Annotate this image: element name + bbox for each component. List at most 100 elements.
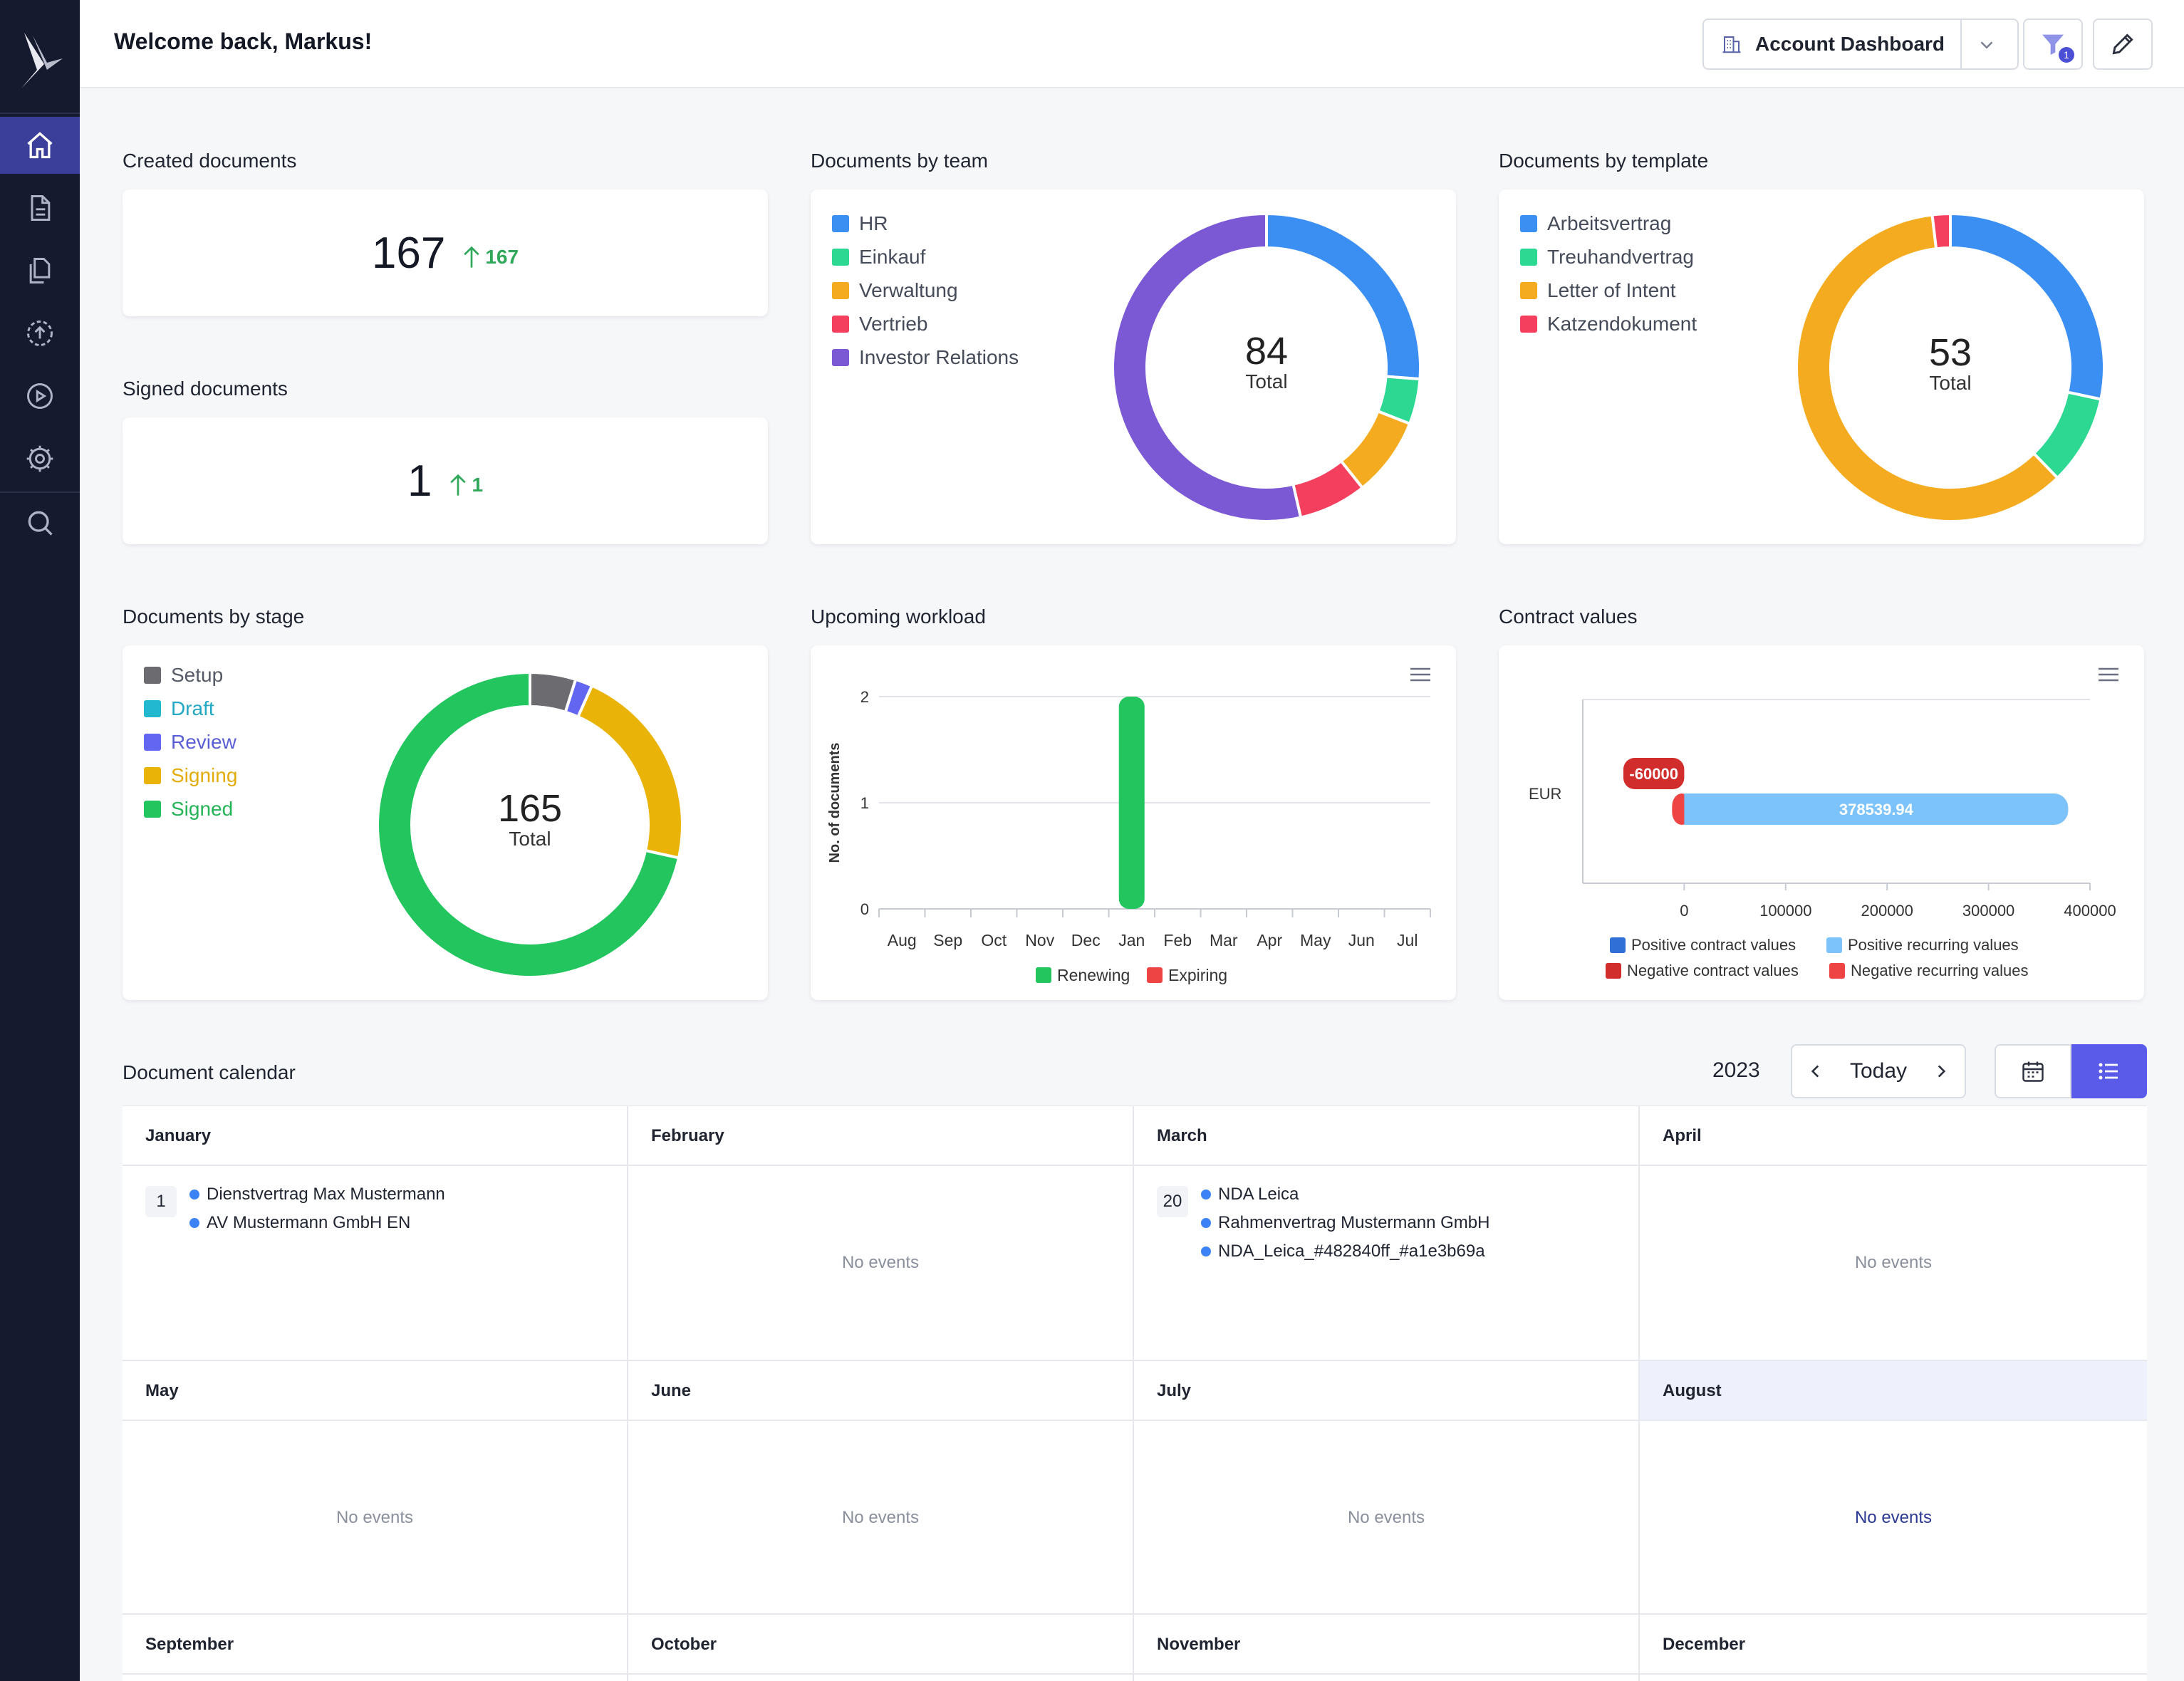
- nav-documents[interactable]: [0, 242, 80, 299]
- calendar-month-may[interactable]: May No events: [123, 1361, 628, 1615]
- chevron-left-icon[interactable]: [1806, 1062, 1825, 1081]
- stage-legend-item[interactable]: Review: [144, 725, 237, 759]
- bar-negative-contract[interactable]: [1623, 758, 1685, 789]
- edit-button[interactable]: [2093, 19, 2153, 70]
- calendar-month-april[interactable]: April No events: [1640, 1106, 2147, 1361]
- nav-separator: [0, 491, 80, 493]
- team-legend-item[interactable]: Einkauf: [832, 240, 1019, 274]
- chevron-down-icon[interactable]: [1976, 34, 1997, 56]
- team-legend-item[interactable]: Vertrieb: [832, 307, 1019, 340]
- legend-label: Investor Relations: [859, 345, 1019, 368]
- stage-legend-item[interactable]: Signing: [144, 759, 237, 792]
- x-tick-label: 300000: [1962, 902, 2014, 920]
- donut-slice-katzendokument[interactable]: [1930, 212, 1952, 251]
- app-logo[interactable]: [16, 28, 66, 93]
- donut-slice-signed[interactable]: [376, 670, 681, 979]
- upcoming-workload-card: 0 1 2 Aug Sep Oct Nov Dec Jan Feb Mar Apr May Jun Jul N…: [811, 645, 1456, 1000]
- template-total: 53: [1928, 331, 1972, 374]
- chevron-right-icon[interactable]: [1932, 1062, 1950, 1081]
- template-legend-item[interactable]: Katzendokument: [1520, 307, 1697, 340]
- calendar-event[interactable]: AV Mustermann GmbH EN: [189, 1213, 410, 1233]
- created-documents-value: 167: [371, 228, 446, 278]
- calendar-month-october[interactable]: October: [628, 1615, 1134, 1681]
- created-documents-delta-value: 167: [485, 246, 519, 268]
- calendar-view-button[interactable]: [1995, 1044, 2071, 1098]
- no-events-label: No events: [336, 1508, 414, 1527]
- template-legend-item[interactable]: Arbeitsvertrag: [1520, 207, 1697, 240]
- signed-documents-card: 1 1: [123, 417, 768, 544]
- legend-label[interactable]: Negative contract values: [1627, 962, 1799, 979]
- calendar-month-december[interactable]: December: [1640, 1615, 2147, 1681]
- legend-swatch: [1610, 937, 1626, 953]
- x-tick-label: Sep: [933, 931, 962, 949]
- bar-data-label: 378539.94: [1839, 801, 1914, 818]
- team-legend-item[interactable]: Verwaltung: [832, 274, 1019, 307]
- chart-menu-icon[interactable]: [2097, 667, 2120, 682]
- month-label: December: [1663, 1635, 1746, 1654]
- stage-donut-chart: [376, 670, 684, 979]
- calendar-month-march[interactable]: March 20 NDA Leica Rahmenvertrag Musterm…: [1134, 1106, 1640, 1361]
- event-dot: [1201, 1247, 1211, 1256]
- stage-legend-item[interactable]: Signed: [144, 792, 237, 826]
- today-button[interactable]: Today: [1849, 1059, 1908, 1083]
- template-donut-chart: [1795, 212, 2106, 523]
- nav-home[interactable]: [0, 117, 80, 174]
- team-legend-item[interactable]: Investor Relations: [832, 340, 1019, 374]
- calendar-month-june[interactable]: June No events: [628, 1361, 1134, 1615]
- calendar-icon: [2022, 1061, 2044, 1082]
- donut-slice-letter-of-intent[interactable]: [1795, 213, 2060, 523]
- documents-by-template-title: Documents by template: [1499, 150, 1709, 172]
- calendar-month-november[interactable]: November: [1134, 1615, 1640, 1681]
- calendar-event[interactable]: NDA Leica: [1201, 1185, 1299, 1204]
- template-legend-item[interactable]: Letter of Intent: [1520, 274, 1697, 307]
- legend-label: Signing: [171, 764, 238, 786]
- legend-label[interactable]: Negative recurring values: [1851, 962, 2028, 979]
- filter-badge: 1: [2059, 47, 2074, 63]
- month-label: September: [145, 1635, 234, 1654]
- play-icon: [27, 383, 53, 409]
- dashboard-select[interactable]: Account Dashboard: [1702, 19, 2019, 70]
- month-label: March: [1157, 1126, 1207, 1145]
- legend-label[interactable]: Positive contract values: [1631, 936, 1796, 954]
- event-label: NDA Leica: [1218, 1185, 1299, 1204]
- created-documents-title: Created documents: [123, 150, 297, 172]
- calendar-month-september[interactable]: September: [123, 1615, 628, 1681]
- legend-label[interactable]: Renewing: [1057, 966, 1130, 984]
- template-legend-item[interactable]: Treuhandvertrag: [1520, 240, 1697, 274]
- list-view-button[interactable]: [2071, 1044, 2147, 1098]
- upcoming-workload-title: Upcoming workload: [811, 605, 986, 628]
- nav-search[interactable]: [0, 494, 80, 551]
- calendar-month-january[interactable]: January 1 Dienstvertrag Max Mustermann A…: [123, 1106, 628, 1361]
- y-tick-label: 0: [860, 900, 869, 918]
- day-number: 1: [145, 1186, 177, 1217]
- nav-settings[interactable]: [0, 430, 80, 487]
- calendar-event[interactable]: Dienstvertrag Max Mustermann: [189, 1185, 445, 1204]
- legend-swatch: [832, 214, 849, 232]
- nav-upload[interactable]: [0, 305, 80, 362]
- stage-legend-item[interactable]: Setup: [144, 658, 237, 692]
- calendar-event[interactable]: NDA_Leica_#482840ff_#a1e3b69a: [1201, 1242, 1485, 1261]
- legend-swatch: [144, 666, 161, 684]
- stage-legend-item[interactable]: Draft: [144, 692, 237, 725]
- legend-swatch: [1829, 963, 1845, 979]
- chart-menu-icon[interactable]: [1409, 667, 1432, 682]
- nav-play[interactable]: [0, 368, 80, 425]
- calendar-month-february[interactable]: February No events: [628, 1106, 1134, 1361]
- legend-swatch: [832, 281, 849, 299]
- no-events-label: No events: [1854, 1253, 1933, 1272]
- legend-label[interactable]: Expiring: [1168, 966, 1227, 984]
- filter-button[interactable]: 1: [2023, 19, 2083, 70]
- bar-positive-recurring[interactable]: [1684, 793, 2069, 825]
- bar-renewing[interactable]: [1118, 697, 1145, 909]
- nav-document[interactable]: [0, 179, 80, 236]
- calendar-event[interactable]: Rahmenvertrag Mustermann GmbH: [1201, 1213, 1489, 1233]
- documents-by-team-card: HR Einkauf Verwaltung Vertrieb Investor Rela…: [811, 189, 1456, 544]
- donut-slice-investor-relations[interactable]: [1111, 212, 1303, 523]
- legend-label: Setup: [171, 663, 224, 686]
- x-tick-label: 200000: [1861, 902, 1913, 920]
- team-legend-item[interactable]: HR: [832, 207, 1019, 240]
- calendar-month-july[interactable]: July No events: [1134, 1361, 1640, 1615]
- calendar-month-august[interactable]: August No events: [1640, 1361, 2147, 1615]
- arrow-up-icon: [450, 474, 467, 496]
- legend-label[interactable]: Positive recurring values: [1848, 936, 2019, 954]
